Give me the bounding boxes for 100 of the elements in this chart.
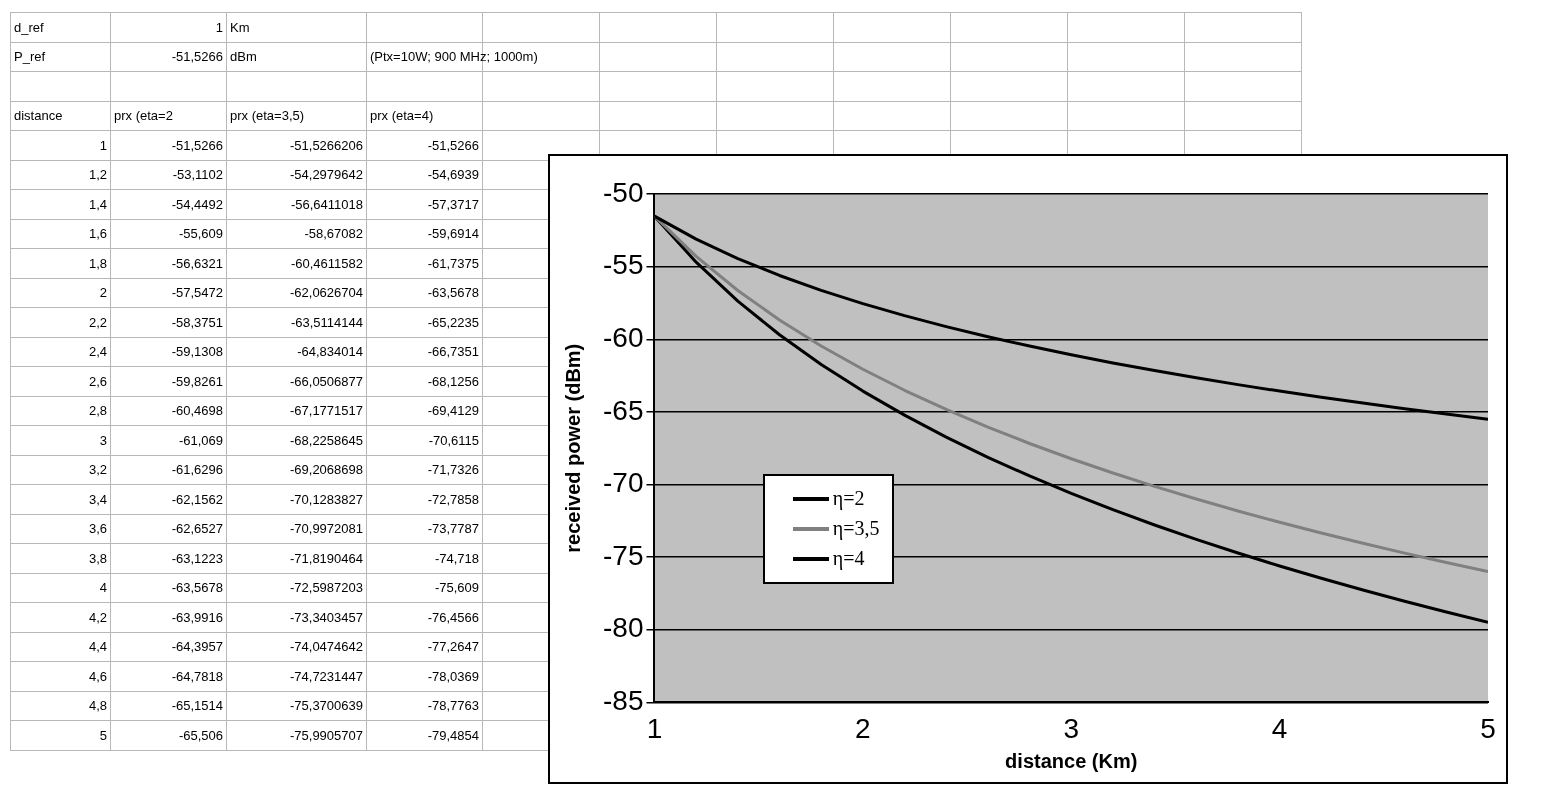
text: -54,2979642 [226,160,367,190]
text: -78,7763 [366,691,483,721]
text: -51,5266206 [226,130,367,160]
text: -63,9916 [110,602,227,632]
text: -65,506 [110,720,227,750]
text: -66,7351 [366,337,483,367]
text: Km [226,12,367,42]
text: 1 [10,130,111,160]
text: -60,4611582 [226,248,367,278]
text: 1,4 [10,189,111,219]
text: -51,5266 [110,130,227,160]
text: 1,6 [10,219,111,249]
text: 3,2 [10,455,111,485]
text: -79,4854 [366,720,483,750]
text: -64,3957 [110,632,227,662]
text: -73,7787 [366,514,483,544]
text: d_ref [10,12,111,42]
y-tick-label: -70 [603,467,644,499]
text: 4,8 [10,691,111,721]
text: 2 [10,278,111,308]
text: -63,5678 [366,278,483,308]
y-tick-label: -75 [603,539,644,571]
text: -61,7375 [366,248,483,278]
text: -54,4492 [110,189,227,219]
text: P_ref [10,42,111,72]
y-tick-label: -65 [603,394,644,426]
text: -77,2647 [366,632,483,662]
text: -62,1562 [110,484,227,514]
text: 4,6 [10,661,111,691]
text: 2,2 [10,307,111,337]
text: prx (eta=4) [366,101,483,131]
x-tick-label: 3 [1063,712,1080,744]
y-tick-label: -85 [603,685,644,717]
text: 4 [10,573,111,603]
x-tick-label: 2 [855,712,871,744]
y-tick-label: -80 [603,612,644,644]
text: -75,609 [366,573,483,603]
y-tick-label: -55 [603,249,644,281]
text: 3 [10,425,111,455]
text: 2,4 [10,337,111,367]
text: -57,5472 [110,278,227,308]
legend-label: η=3,5 [832,517,880,541]
text: -68,2258645 [226,425,367,455]
text: -64,834014 [226,337,367,367]
x-axis-title: distance (Km) [1005,749,1138,772]
text: -72,7858 [366,484,483,514]
legend-label: η=4 [832,547,865,571]
text: -71,7326 [366,455,483,485]
y-tick-label: -60 [603,321,644,353]
text: -56,6321 [110,248,227,278]
text: 3,8 [10,543,111,573]
text: -51,5266 [366,130,483,160]
text: -57,3717 [366,189,483,219]
text: 2,8 [10,396,111,426]
text: -59,1308 [110,337,227,367]
text: 1 [110,12,227,42]
text: -59,6914 [366,219,483,249]
text: -66,0506877 [226,366,367,396]
text: -69,2068698 [226,455,367,485]
text: dBm [226,42,367,72]
text: -63,5114144 [226,307,367,337]
text: 3,6 [10,514,111,544]
text: -51,5266 [110,42,227,72]
text: -62,0626704 [226,278,367,308]
text: -69,4129 [366,396,483,426]
text: -74,718 [366,543,483,573]
y-tick-label: -50 [603,176,644,208]
text: -68,1256 [366,366,483,396]
text: -75,9905707 [226,720,367,750]
text: -65,1514 [110,691,227,721]
text: 4,4 [10,632,111,662]
text: 1,2 [10,160,111,190]
text: -70,1283827 [226,484,367,514]
text: -70,9972081 [226,514,367,544]
text: -78,0369 [366,661,483,691]
text: -74,0474642 [226,632,367,662]
text: -53,1102 [110,160,227,190]
text: -71,8190464 [226,543,367,573]
text: -59,8261 [110,366,227,396]
text: 2,6 [10,366,111,396]
text: -72,5987203 [226,573,367,603]
text: -76,4566 [366,602,483,632]
text: -67,1771517 [226,396,367,426]
text: prx (eta=2 [110,101,227,131]
text: 4,2 [10,602,111,632]
text: -74,7231447 [226,661,367,691]
text: -64,7818 [110,661,227,691]
text: 3,4 [10,484,111,514]
text: -61,069 [110,425,227,455]
text: -70,6115 [366,425,483,455]
text: -58,3751 [110,307,227,337]
text: -65,2235 [366,307,483,337]
text: -60,4698 [110,396,227,426]
text: -54,6939 [366,160,483,190]
text: -75,3700639 [226,691,367,721]
x-tick-label: 4 [1271,712,1288,744]
y-axis-title: received power (dBm) [561,343,584,553]
text: -63,5678 [110,573,227,603]
text: distance [10,101,111,131]
text: -56,6411018 [226,189,367,219]
